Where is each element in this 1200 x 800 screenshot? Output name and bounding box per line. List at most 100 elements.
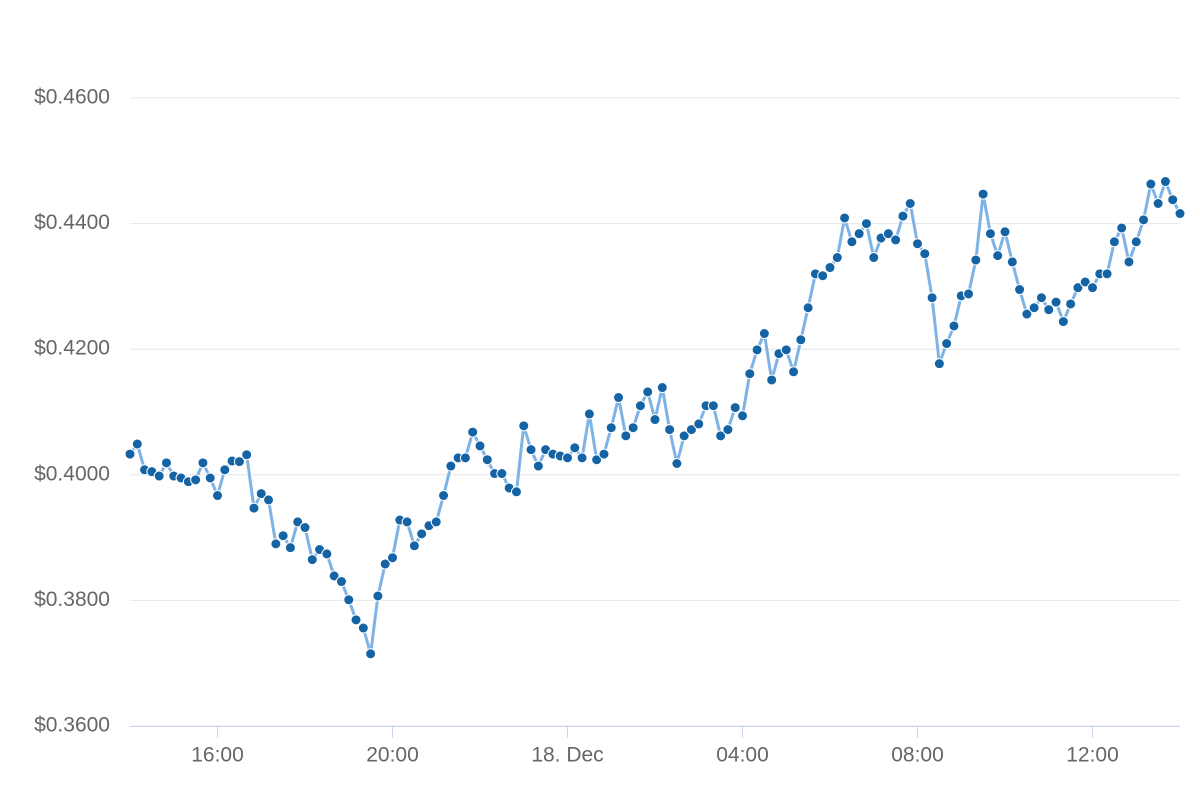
data-point (992, 250, 1004, 262)
data-point (802, 302, 814, 314)
data-point (780, 344, 792, 356)
data-point (248, 502, 260, 514)
data-point (620, 430, 632, 442)
data-point (153, 470, 165, 482)
data-point (795, 334, 807, 346)
data-point (1087, 282, 1098, 294)
data-point (328, 570, 340, 582)
data-point (729, 402, 741, 414)
data-point (882, 228, 894, 240)
data-point (124, 448, 136, 460)
data-point (204, 472, 216, 484)
x-tick-label: 12:00 (1066, 744, 1119, 767)
data-point (846, 236, 858, 248)
data-point (664, 424, 676, 436)
y-tick-label: $0.4400 (34, 211, 110, 234)
data-point (1043, 304, 1055, 316)
data-point (459, 452, 471, 464)
data-point (853, 228, 865, 240)
data-point (984, 228, 996, 240)
data-point (510, 486, 522, 498)
data-point (933, 358, 945, 370)
data-point (912, 238, 923, 250)
data-point (335, 576, 347, 588)
y-tick-label: $0.3600 (34, 714, 110, 737)
data-point (481, 454, 493, 466)
data-point (379, 558, 391, 570)
data-point (408, 540, 420, 552)
data-point (1021, 308, 1033, 320)
data-point (576, 452, 588, 464)
data-point (321, 548, 333, 560)
data-point (445, 460, 457, 472)
data-point (1006, 256, 1018, 268)
data-point (372, 590, 384, 602)
data-point (1159, 176, 1171, 188)
data-point (1130, 236, 1142, 248)
data-point (831, 252, 843, 264)
data-point (306, 554, 318, 566)
data-point (671, 457, 683, 469)
x-tick-label: 20:00 (366, 744, 419, 767)
data-point (970, 254, 982, 266)
data-point (926, 292, 938, 304)
data-point (1101, 268, 1113, 280)
data-point (715, 430, 727, 442)
data-point (255, 488, 267, 500)
data-point (860, 218, 872, 230)
data-point (941, 338, 953, 350)
data-point (569, 442, 581, 454)
data-point (197, 457, 209, 469)
data-point (474, 440, 486, 452)
data-point (598, 448, 610, 460)
data-point (919, 248, 931, 260)
data-point (634, 400, 646, 412)
data-point (416, 528, 428, 540)
data-point (438, 490, 450, 502)
data-point (1072, 282, 1084, 294)
data-point (518, 420, 530, 432)
data-point (1174, 208, 1186, 220)
data-point (1065, 298, 1077, 310)
x-tick-label: 16:00 (191, 744, 244, 767)
data-point (817, 270, 829, 282)
data-point (241, 449, 253, 461)
data-point (868, 252, 880, 264)
y-tick-label: $0.4000 (34, 462, 110, 485)
data-point (1014, 284, 1026, 296)
x-tick-label: 18. Dec (531, 744, 603, 767)
data-point (678, 430, 690, 442)
data-point (1152, 198, 1164, 210)
data-point (292, 516, 304, 528)
data-point (284, 542, 296, 554)
data-point (904, 198, 916, 210)
data-point (656, 382, 668, 394)
data-point (605, 422, 617, 434)
data-point (948, 320, 960, 332)
data-point (1057, 316, 1069, 328)
x-tick-label: 08:00 (891, 744, 944, 767)
y-tick-label: $0.4600 (34, 86, 110, 109)
data-point (824, 262, 836, 274)
data-point (365, 648, 377, 660)
data-point (1050, 296, 1062, 308)
data-point (343, 594, 355, 606)
data-point (467, 426, 479, 438)
data-point (1123, 256, 1135, 268)
data-point (496, 468, 508, 480)
data-point (685, 424, 697, 436)
data-point (131, 438, 143, 450)
data-point (532, 460, 544, 472)
data-point (1145, 178, 1157, 190)
x-tick-label: 04:00 (716, 744, 769, 767)
data-point (1116, 222, 1128, 234)
data-point (649, 414, 661, 426)
data-point (233, 456, 245, 468)
data-point (277, 530, 289, 542)
data-point (350, 614, 362, 626)
data-point (963, 288, 975, 300)
data-point (387, 552, 398, 564)
data-point (430, 516, 442, 528)
